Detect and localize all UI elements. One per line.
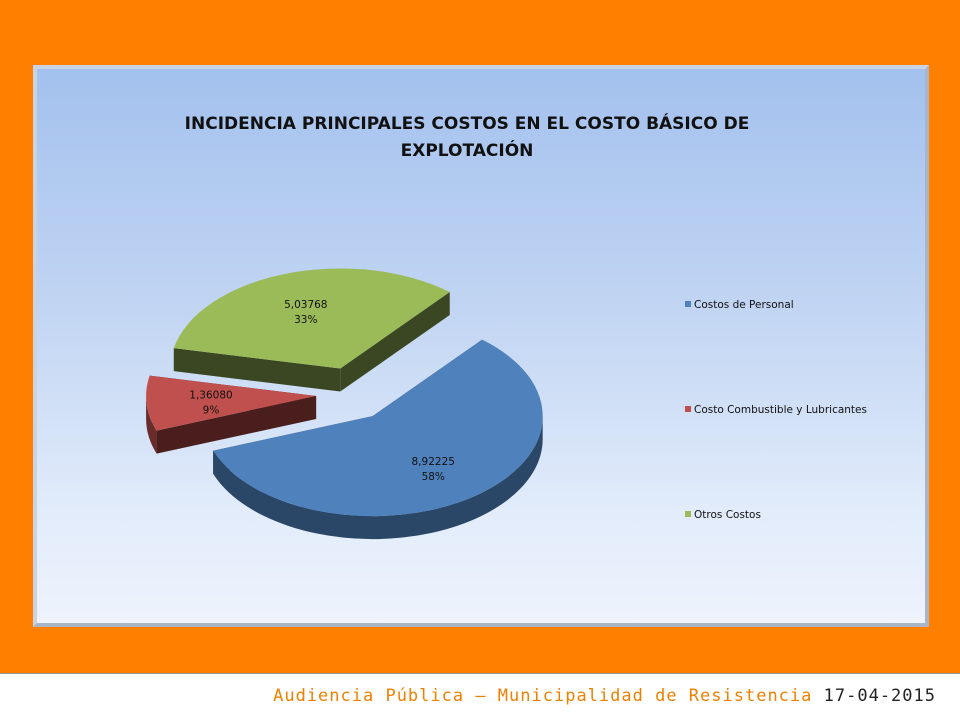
pie-slice-costos-de-personal <box>213 339 543 517</box>
pie-slice-otros-costos <box>173 268 450 369</box>
pie-slice-wall-costos-de-personal <box>213 416 543 540</box>
footer-bar: Audiencia Pública – Municipalidad de Res… <box>0 673 960 720</box>
legend-swatch-otros-costos <box>685 511 691 517</box>
data-label-percent-otros-costos: 33% <box>294 314 317 326</box>
data-label-value-otros-costos: 5,03768 <box>284 299 327 311</box>
footer-text: Audiencia Pública – Municipalidad de Res… <box>273 686 936 706</box>
chart-title: INCIDENCIA PRINCIPALES COSTOS EN EL COST… <box>184 114 750 161</box>
legend-label-otros-costos: Otros Costos <box>694 509 761 521</box>
pie-slice-cut-otros-costos-1 <box>340 291 450 392</box>
pie-slice-wall-costo-combustible-y-lubricantes <box>146 396 157 454</box>
data-label-percent-costo-combustible-y-lubricantes: 9% <box>203 405 220 417</box>
legend-item-costos-de-personal: Costos de Personal <box>685 299 794 311</box>
pie-slice-costo-combustible-y-lubricantes <box>146 375 317 431</box>
legend-item-costo-combustible-y-lubricantes: Costo Combustible y Lubricantes <box>685 404 867 416</box>
pie-chart: 8,92225 58% 1,36080 9% 5,03768 33% <box>146 268 543 540</box>
data-label-value-costo-combustible-y-lubricantes: 1,36080 <box>189 390 232 402</box>
pie-slice-cut-otros-costos-0 <box>173 348 341 392</box>
data-label-percent-costos-de-personal: 58% <box>422 471 445 483</box>
pie-top-layer: 8,92225 58% 1,36080 9% 5,03768 33% <box>146 268 543 517</box>
footer-title: Audiencia Pública – Municipalidad de Res… <box>273 686 813 706</box>
chart-frame: INCIDENCIA PRINCIPALES COSTOS EN EL COST… <box>33 65 929 627</box>
legend-item-otros-costos: Otros Costos <box>685 509 761 521</box>
data-label-value-costos-de-personal: 8,92225 <box>412 456 455 468</box>
footer-date: 17-04-2015 <box>823 686 936 706</box>
legend-swatch-costos-de-personal <box>685 301 691 307</box>
legend-label-costos-de-personal: Costos de Personal <box>694 299 794 311</box>
legend-swatch-costo-combustible-y-lubricantes <box>685 406 691 412</box>
legend-label-costo-combustible-y-lubricantes: Costo Combustible y Lubricantes <box>694 404 867 416</box>
